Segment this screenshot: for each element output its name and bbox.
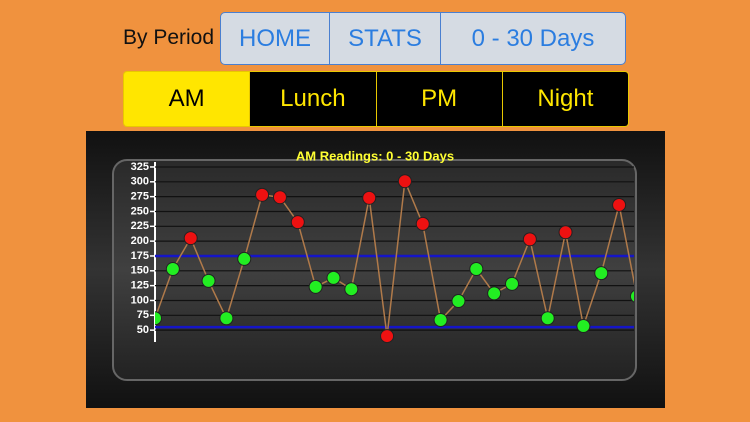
reading-point (237, 251, 252, 266)
reading-point (201, 273, 216, 288)
nav-button[interactable]: 0 - 30 Days (471, 24, 595, 52)
reading-point (219, 311, 234, 326)
period-tab[interactable]: AM (124, 72, 251, 126)
series (155, 174, 634, 344)
reading-point (165, 262, 180, 277)
y-tick-label: 225 (131, 220, 149, 232)
reading-point (433, 313, 448, 328)
reading-point (487, 286, 502, 301)
reading-point (451, 294, 466, 309)
nav-button[interactable]: STATS (330, 13, 441, 64)
y-tick-label: 150 (131, 265, 149, 277)
nav-button[interactable]: HOME (221, 13, 330, 64)
reading-point (594, 266, 609, 281)
y-tick-label: 200 (131, 235, 149, 247)
nav-control: HOME STATS 0 - 30 Days (220, 12, 626, 65)
plot-frame (112, 159, 637, 381)
reading-point (469, 262, 484, 277)
reading-point (540, 311, 555, 326)
reading-point (308, 279, 323, 294)
reading-point (397, 174, 412, 189)
reading-point (183, 231, 198, 246)
reading-point (612, 197, 627, 212)
period-tab[interactable]: Night (502, 72, 628, 126)
reading-point (344, 282, 359, 297)
period-tab[interactable]: Lunch (250, 72, 377, 126)
y-tick-label: 325 (131, 161, 149, 173)
y-tick-label: 125 (131, 280, 149, 292)
y-tick-label: 50 (137, 324, 149, 336)
reading-point (362, 190, 377, 205)
y-tick-label: 175 (131, 250, 149, 262)
y-tick-label: 250 (131, 205, 149, 217)
reading-point (326, 270, 341, 285)
reading-point (629, 289, 634, 303)
period-tabs: AM Lunch PM Night (123, 71, 629, 127)
series-line (155, 178, 634, 337)
y-tick-label: 100 (131, 294, 149, 306)
reading-point (290, 215, 305, 230)
reading-point (576, 318, 591, 333)
period-label: By Period (123, 26, 215, 49)
reading-point (155, 311, 162, 326)
reading-point (558, 225, 573, 240)
reading-point (272, 190, 287, 205)
reading-point (380, 329, 395, 344)
y-tick-label: 275 (131, 191, 149, 203)
reading-point (505, 276, 519, 291)
reading-point (255, 187, 270, 202)
y-tick-label: 300 (131, 176, 149, 188)
chart-title: AM Readings: 0 - 30 Days (296, 148, 454, 163)
reading-point (415, 216, 430, 231)
period-tab[interactable]: PM (376, 72, 503, 126)
reading-point (522, 232, 537, 247)
y-tick-label: 75 (137, 309, 149, 321)
plot: 50 75 100 125 150 175 200 225 250 275 300 325 (131, 161, 634, 344)
